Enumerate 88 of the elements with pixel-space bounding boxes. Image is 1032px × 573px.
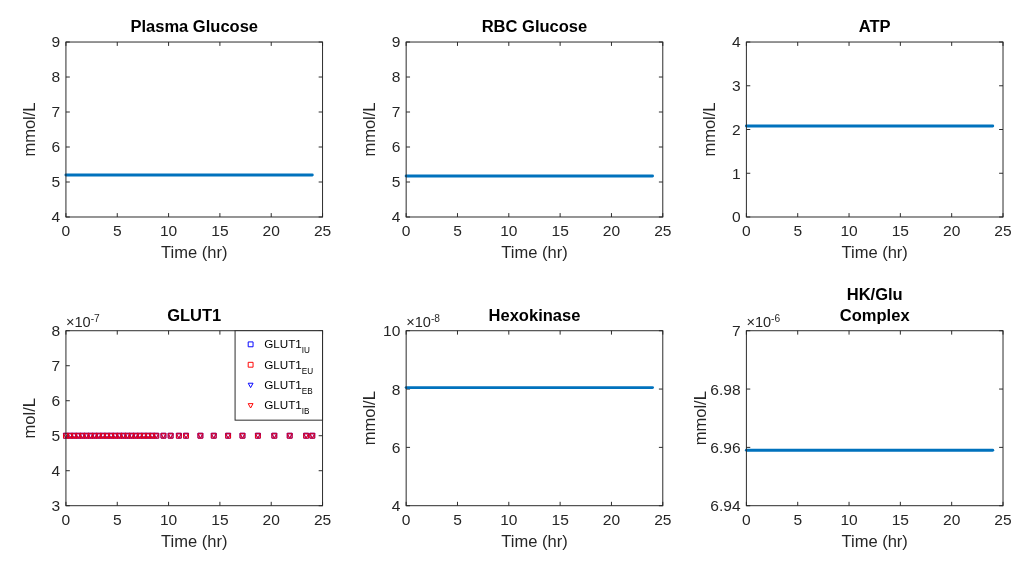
y-tick-label: 7	[51, 357, 61, 375]
x-axis-title: Time (hr)	[161, 531, 228, 551]
x-tick-label: 25	[313, 511, 332, 529]
x-tick-label: 10	[500, 511, 518, 529]
y-axis-title: mmol/L	[360, 391, 380, 446]
x-axis-title: Time (hr)	[841, 531, 908, 551]
x-tick-label: 5	[112, 511, 122, 529]
legend-label: GLUT1$_{IU}$	[264, 337, 311, 355]
y-tick-label: 9	[391, 33, 401, 51]
chart-title: Hexokinase	[488, 306, 581, 326]
x-tick-label: 15	[211, 511, 229, 529]
x-tick-label: 5	[793, 511, 803, 529]
y-axis-title: mmol/L	[690, 391, 710, 446]
x-tick-label: 25	[654, 511, 672, 529]
x-tick-label: 10	[500, 222, 518, 240]
y-tick-label: 4	[391, 497, 401, 515]
x-tick-label: 15	[551, 222, 569, 240]
x-tick-label: 20	[262, 222, 281, 240]
x-tick-label: 10	[840, 222, 859, 240]
legend-label: GLUT1$_{EU}$	[264, 357, 314, 376]
text: ×10$^{-8}$	[406, 312, 441, 330]
legend-label: GLUT1$_{EB}$	[264, 378, 314, 396]
x-tick-label: 15	[891, 222, 910, 240]
x-tick-label: 5	[793, 222, 803, 240]
y-tick-label: 6	[391, 438, 401, 456]
x-tick-label: 0	[742, 222, 752, 240]
y-tick-label: 6	[391, 138, 401, 156]
y-tick-label: 4	[51, 462, 61, 480]
y-tick-label: 1	[731, 164, 741, 182]
x-tick-label: 5	[112, 222, 122, 240]
x-tick-label: 20	[943, 222, 961, 240]
x-tick-label: 0	[742, 511, 752, 529]
x-tick-label: 10	[159, 222, 178, 240]
chart-title: HK/Glu Complex	[839, 284, 911, 326]
y-axis-title: mol/L	[19, 398, 39, 439]
y-tick-label: 7	[391, 103, 401, 121]
y-tick-label: 6	[51, 392, 61, 410]
x-tick-label: 15	[551, 511, 569, 529]
y-tick-label: 2	[731, 120, 741, 138]
x-tick-label: 5	[453, 511, 462, 529]
y-tick-label: 7	[51, 103, 61, 121]
x-tick-label: 20	[602, 222, 621, 240]
x-axis-title: Time (hr)	[501, 531, 568, 551]
y-tick-label: 8	[391, 68, 401, 86]
x-axis-title: Time (hr)	[501, 242, 568, 262]
chart-title: GLUT1	[167, 306, 222, 326]
y-tick-label: 6.94	[710, 497, 741, 515]
x-tick-label: 20	[262, 511, 281, 529]
y-tick-label: 10	[383, 322, 401, 340]
legend-label: GLUT1$_{IB}$	[264, 398, 311, 416]
y-tick-label: 8	[51, 322, 61, 340]
y-axis-title: mmol/L	[700, 102, 720, 157]
y-tick-label: 5	[391, 173, 401, 191]
y-axis-title: mmol/L	[360, 102, 380, 157]
y-tick-label: 8	[51, 68, 61, 86]
x-tick-label: 20	[943, 511, 961, 529]
x-tick-label: 25	[313, 222, 332, 240]
y-axis-title: mmol/L	[19, 102, 39, 157]
y-tick-label: 4	[51, 208, 61, 226]
y-tick-label: 4	[731, 33, 741, 51]
y-tick-label: 6.96	[710, 438, 741, 456]
y-tick-label: 4	[391, 208, 401, 226]
y-tick-label: 3	[51, 497, 61, 515]
y-tick-label: 7	[731, 322, 741, 340]
chart-title: Plasma Glucose	[130, 17, 259, 37]
text: ×10$^{-7}$	[65, 312, 101, 330]
x-axis-title: Time (hr)	[161, 242, 228, 262]
y-tick-label: 9	[51, 33, 61, 51]
x-tick-label: 10	[159, 511, 178, 529]
x-tick-label: 15	[891, 511, 910, 529]
x-tick-label: 15	[211, 222, 229, 240]
y-tick-label: 6.98	[710, 380, 741, 398]
x-tick-label: 5	[453, 222, 462, 240]
y-tick-label: 5	[51, 427, 61, 445]
x-tick-label: 25	[994, 511, 1012, 529]
x-tick-label: 10	[840, 511, 859, 529]
chart-title: ATP	[858, 17, 891, 37]
y-tick-label: 3	[731, 77, 741, 95]
x-tick-label: 25	[994, 222, 1012, 240]
text: ×10$^{-6}$	[746, 312, 781, 330]
chart-title: RBC Glucose	[481, 17, 588, 37]
y-tick-label: 0	[731, 208, 741, 226]
y-tick-label: 8	[391, 380, 401, 398]
x-tick-label: 20	[602, 511, 621, 529]
y-tick-label: 6	[51, 138, 61, 156]
x-axis-title: Time (hr)	[841, 242, 908, 262]
y-tick-label: 5	[51, 173, 61, 191]
x-tick-label: 25	[654, 222, 672, 240]
